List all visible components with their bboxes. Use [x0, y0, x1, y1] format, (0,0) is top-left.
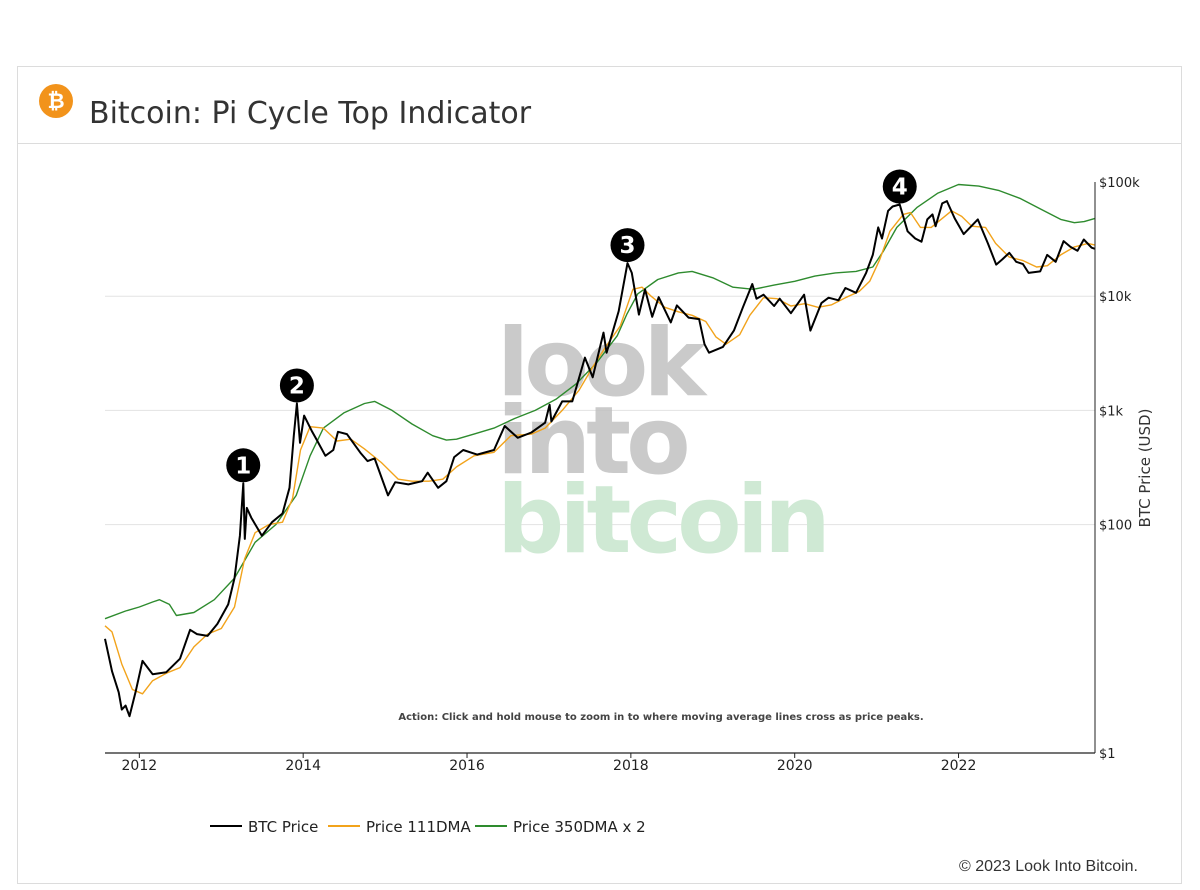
chart-annotation: Action: Click and hold mouse to zoom in … [398, 712, 923, 723]
peak-marker-circle [610, 228, 645, 263]
chart-series[interactable] [104, 183, 1096, 718]
peak-marker-label: 1 [235, 453, 251, 479]
peak-marker: 4 [882, 169, 917, 204]
watermark: look into bitcoin [497, 309, 831, 575]
copyright-text: © 2023 Look Into Bitcoin. [958, 858, 1138, 875]
y-tick-label: $100 [1099, 519, 1132, 534]
peak-marker-circle [226, 448, 261, 483]
watermark-into: into [497, 387, 687, 496]
y-tick-label: $10k [1099, 290, 1132, 305]
y-tick-label: $1 [1099, 747, 1116, 762]
x-tick-label: 2012 [122, 758, 158, 774]
legend-item[interactable]: Price 350DMA x 2 [475, 818, 646, 836]
y-tick-label: $1k [1099, 404, 1124, 419]
legend-item[interactable]: BTC Price [210, 818, 318, 836]
x-tick-label: 2020 [777, 758, 813, 774]
legend-label: Price 111DMA [366, 818, 471, 836]
legend-item[interactable]: Price 111DMA [328, 818, 471, 836]
x-tick-label: 2016 [449, 758, 485, 774]
series-line-price-111dma[interactable] [104, 210, 1096, 695]
x-tick-label: 2022 [941, 758, 977, 774]
peak-marker-label: 4 [892, 175, 908, 201]
peak-marker: 2 [279, 368, 314, 403]
peak-marker-circle [882, 169, 917, 204]
peak-marker-label: 2 [289, 373, 305, 399]
chart-card: ₿ Bitcoin: Pi Cycle Top Indicator © 2023… [17, 66, 1182, 884]
watermark-look: look [497, 309, 708, 418]
peak-markers: 1 2 3 4 [226, 169, 917, 483]
series-line-btc-price[interactable] [104, 200, 1096, 718]
chart-legend[interactable]: BTC Price Price 111DMA Price 350DMA x 2 [210, 818, 646, 836]
bitcoin-icon: ₿ [39, 84, 73, 118]
y-axis-label: BTC Price (USD) [1136, 409, 1154, 528]
legend-label: BTC Price [248, 818, 318, 836]
x-tick-label: 2014 [285, 758, 321, 774]
legend-label: Price 350DMA x 2 [513, 818, 646, 836]
chart-axes: $1 $100 $1k $10k $100k 2012 2014 2016 2018 2020 20… [105, 176, 1140, 774]
card-header: ₿ Bitcoin: Pi Cycle Top Indicator [18, 67, 1181, 144]
peak-marker-circle [279, 368, 314, 403]
x-tick-label: 2018 [613, 758, 649, 774]
peak-marker: 1 [226, 448, 261, 483]
page-title: Bitcoin: Pi Cycle Top Indicator [89, 96, 532, 131]
y-tick-label: $100k [1099, 176, 1140, 191]
watermark-bitcoin: bitcoin [497, 466, 826, 575]
peak-marker-label: 3 [619, 233, 635, 259]
peak-marker: 3 [610, 228, 645, 263]
